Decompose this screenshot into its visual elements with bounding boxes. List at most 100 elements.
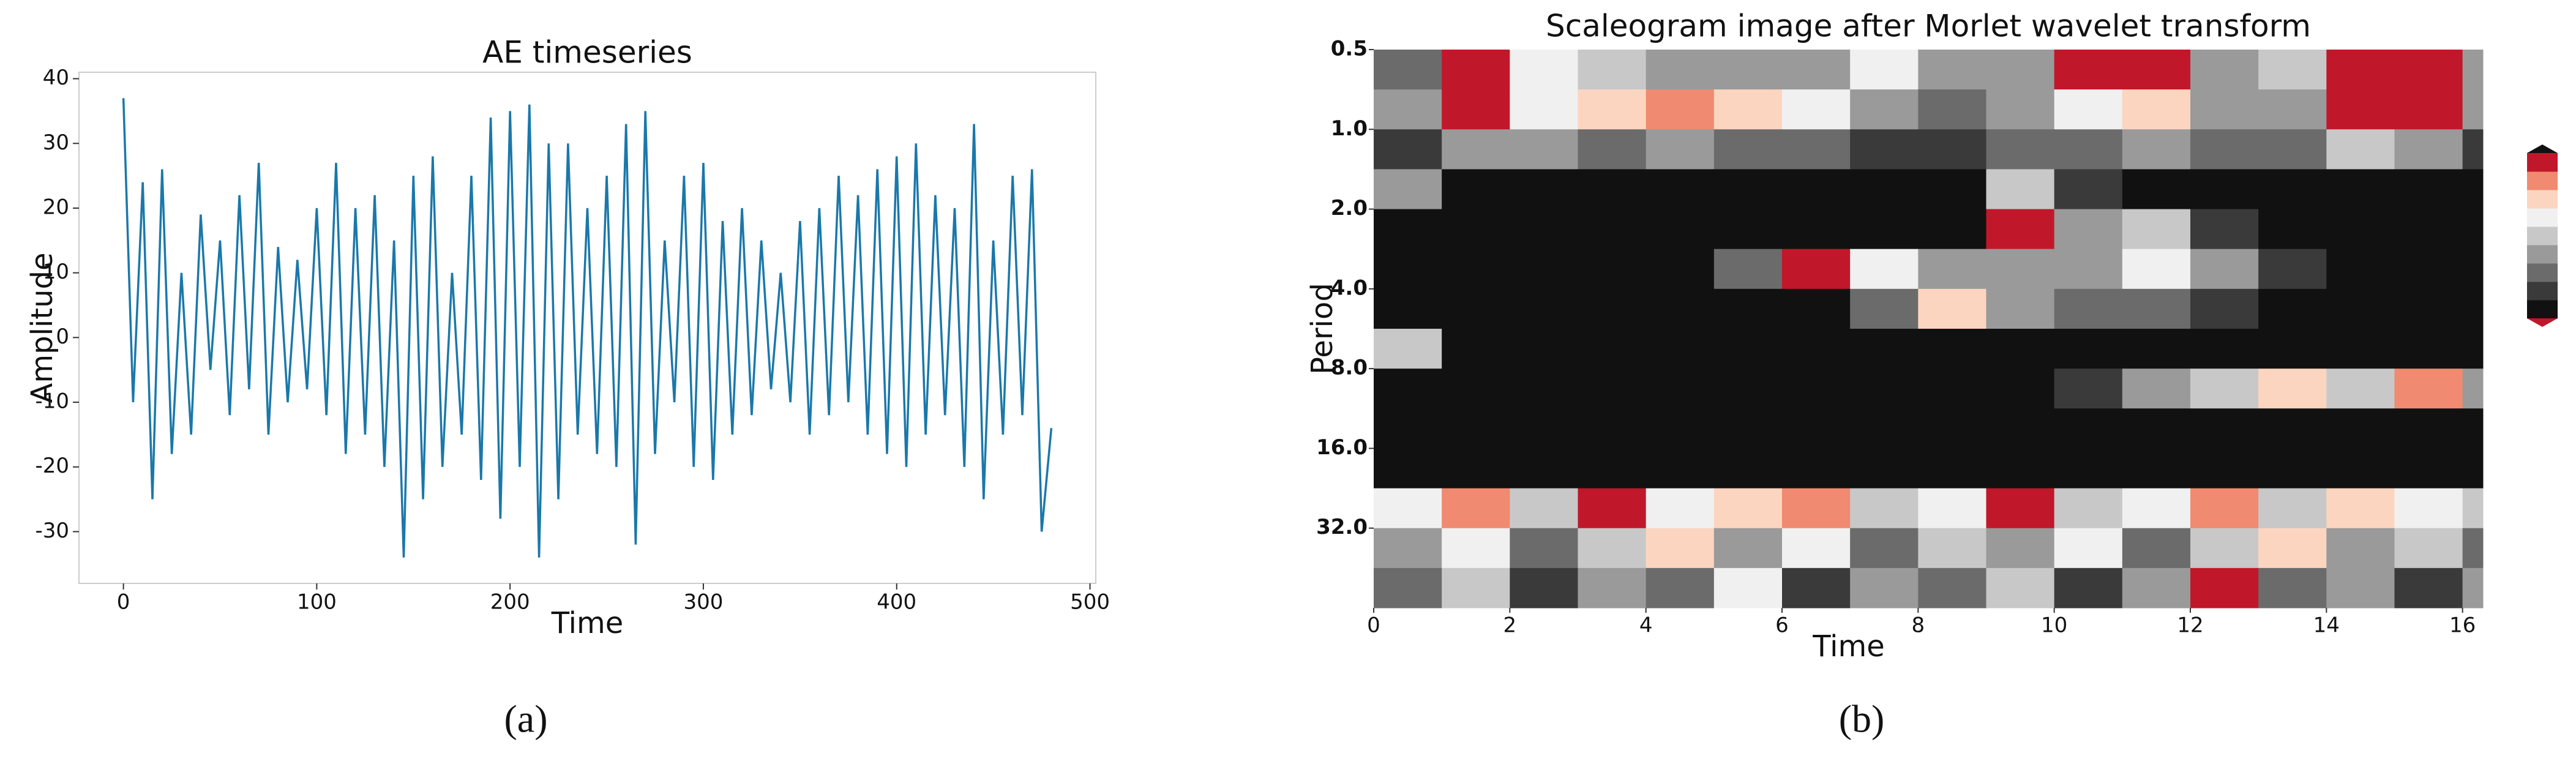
heatmap-cell [1986, 488, 2055, 529]
heatmap-cell [1646, 249, 1715, 290]
heatmap-cell [1578, 528, 1647, 569]
heatmap-cell [1850, 209, 1919, 250]
heatmap-cell [1713, 448, 1783, 489]
heatmap-cell [1918, 329, 1986, 369]
heatmap-cell [2258, 249, 2327, 290]
heatmap-cell [2326, 288, 2395, 329]
heatmap-cell [1510, 567, 1578, 609]
heatmap-cell [1986, 50, 2055, 90]
heatmap-cell [1781, 448, 1851, 489]
heatmap-cell [1374, 448, 1442, 489]
heatmap-cell [2462, 209, 2484, 250]
heatmap-cell [1510, 329, 1578, 369]
heatmap-cell [1850, 249, 1919, 290]
heatmap-cell [2054, 209, 2123, 250]
heatmap-cell [1781, 249, 1851, 290]
x-tick-label: 0 [117, 590, 130, 615]
heatmap-cell [2462, 488, 2484, 529]
heatmap-cell [2462, 288, 2484, 329]
heatmap-cell [1578, 249, 1647, 290]
heatmap-cell [2462, 129, 2484, 170]
heatmap-cell [1374, 89, 1442, 130]
colorbar-swatch [2527, 171, 2558, 190]
heatmap-cell [2258, 169, 2327, 210]
heatmap-cell [1986, 209, 2055, 250]
heatmap-cell [1986, 288, 2055, 329]
heatmap-cell [1578, 129, 1647, 170]
heatmap-cell [1510, 89, 1578, 130]
y-tick-label: 30 [43, 130, 69, 155]
heatmap-cell [1850, 129, 1919, 170]
y-tick-label: 40 [43, 66, 69, 90]
heatmap-cell [2054, 329, 2123, 369]
heatmap-cell [1578, 50, 1647, 90]
x-tick-label: 500 [1070, 590, 1110, 615]
heatmap-cell [2122, 369, 2191, 409]
heatmap-cell [2054, 369, 2123, 409]
heatmap-cell [2054, 169, 2123, 210]
heatmap-cell [1374, 209, 1442, 250]
heatmap-cell [2326, 528, 2395, 569]
heatmap-cell [2326, 488, 2395, 529]
y-tick-label: 0.5 [1331, 37, 1368, 61]
heatmap-cell [2054, 567, 2123, 609]
heatmap-cell [2258, 408, 2327, 449]
heatmap-cell [1578, 448, 1647, 489]
x-tick-label: 8 [1912, 613, 1925, 638]
y-tick-label: -20 [35, 454, 69, 478]
heatmap-cell [2190, 329, 2259, 369]
heatmap-cell [2258, 50, 2327, 90]
heatmap-cell [1986, 89, 2055, 130]
heatmap-cell [2122, 209, 2191, 250]
y-tick-label: 20 [43, 195, 69, 219]
y-tick-label: 1.0 [1331, 116, 1368, 141]
heatmap-cell [1374, 129, 1442, 170]
heatmap-cell [2122, 50, 2191, 90]
heatmap-cell [2190, 288, 2259, 329]
y-tick-label: 16.0 [1316, 435, 1368, 460]
heatmap-cell [2326, 408, 2395, 449]
heatmap-cell [2122, 89, 2191, 130]
heatmap-cell [1442, 408, 1510, 449]
heatmap-cell [1442, 369, 1510, 409]
heatmap-cell [2054, 408, 2123, 449]
x-axis-label: Time [551, 606, 623, 640]
heatmap-cell [2258, 488, 2327, 529]
heatmap-cell [2122, 488, 2191, 529]
heatmap-cell [1781, 369, 1851, 409]
heatmap-cell [1986, 408, 2055, 449]
heatmap-cell [2462, 50, 2484, 90]
heatmap-cell [1713, 89, 1783, 130]
heatmap-cell [2394, 567, 2463, 609]
heatmap-cell [2054, 448, 2123, 489]
heatmap-cell [1713, 488, 1783, 529]
heatmap-cell [1374, 329, 1442, 369]
heatmap-cell [1713, 249, 1783, 290]
heatmap-cell [2190, 249, 2259, 290]
heatmap-cell [2394, 528, 2463, 569]
heatmap-cell [2122, 567, 2191, 609]
heatmap-cell [2462, 169, 2484, 210]
heatmap-cell [2326, 448, 2395, 489]
heatmap-cell [1442, 329, 1510, 369]
heatmap-cell [2326, 209, 2395, 250]
heatmap-cell [1850, 567, 1919, 609]
y-tick-label: -30 [35, 519, 69, 543]
heatmap-cell [1510, 169, 1578, 210]
heatmap-cell [1510, 129, 1578, 170]
heatmap-cell [2462, 567, 2484, 609]
heatmap-cell [1646, 448, 1715, 489]
colorbar-swatch [2527, 208, 2558, 227]
heatmap-cell [2054, 50, 2123, 90]
heatmap-cell [1781, 528, 1851, 569]
heatmap-cell [1374, 408, 1442, 449]
caption: (b) [1839, 697, 1885, 741]
heatmap-cell [2190, 528, 2259, 569]
heatmap-cell [1713, 129, 1783, 170]
heatmap-cell [2054, 89, 2123, 130]
heatmap-cell [1918, 567, 1986, 609]
heatmap-cell [2258, 369, 2327, 409]
heatmap-cell [1510, 50, 1578, 90]
heatmap-cell [1850, 488, 1919, 529]
heatmap-cell [2054, 129, 2123, 170]
